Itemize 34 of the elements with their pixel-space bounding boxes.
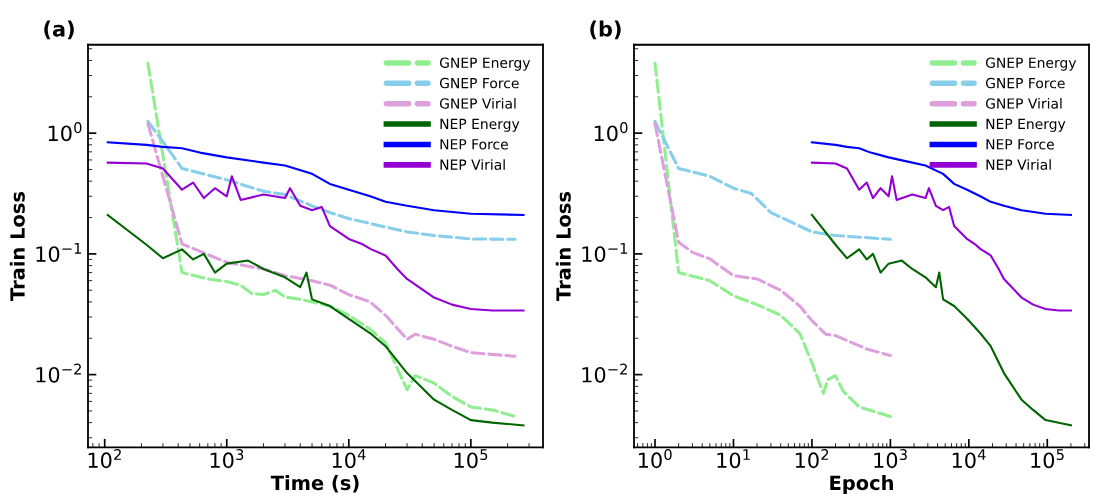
- legend-label: GNEP Energy: [439, 57, 531, 71]
- y-axis-title: Train Loss: [555, 191, 571, 301]
- y-tick-label: 10$^{0}$: [48, 122, 82, 142]
- x-tick-label: 10$^{2}$: [795, 449, 829, 469]
- y-axis-title: Train Loss: [9, 191, 25, 301]
- legend-label: NEP Energy: [440, 118, 520, 132]
- x-tick-label: 10$^{4}$: [332, 449, 366, 469]
- chart-title: (b): [590, 20, 621, 40]
- x-tick-label: 10$^{5}$: [454, 449, 488, 469]
- x-axis-title: Time (s): [270, 475, 359, 493]
- y-tick-label: 10$^{−2}$: [36, 363, 81, 383]
- y-tick-label: 10$^{−1}$: [36, 243, 82, 262]
- legend-label: GNEP Virial: [985, 98, 1062, 109]
- x-tick-label: 10$^{5}$: [1031, 449, 1064, 469]
- y-tick-label: 10$^{0}$: [594, 122, 628, 142]
- legend-label: NEP Virial: [440, 159, 505, 170]
- x-axis-title: Epoch: [830, 475, 893, 494]
- y-tick-label: 10$^{−1}$: [582, 243, 628, 262]
- legend-label: GNEP Energy: [985, 57, 1077, 71]
- legend-label: NEP Force: [986, 139, 1054, 150]
- x-tick-label: 10$^{4}$: [952, 449, 986, 469]
- x-tick-label: 10$^{3}$: [210, 449, 244, 469]
- y-tick-label: 10$^{−2}$: [582, 363, 627, 383]
- chart-title: (a): [44, 20, 74, 40]
- legend-label: GNEP Force: [439, 77, 519, 89]
- x-tick-label: 10$^{0}$: [638, 449, 672, 469]
- legend-label: GNEP Force: [985, 77, 1065, 89]
- legend-label: NEP Force: [440, 139, 508, 150]
- legend-label: NEP Energy: [986, 118, 1066, 132]
- x-tick-label: 10$^{3}$: [874, 449, 907, 469]
- x-tick-label: 10$^{2}$: [88, 449, 121, 469]
- x-tick-label: 10$^{1}$: [717, 449, 750, 469]
- legend-label: NEP Virial: [986, 159, 1051, 170]
- legend-label: GNEP Virial: [439, 98, 516, 109]
